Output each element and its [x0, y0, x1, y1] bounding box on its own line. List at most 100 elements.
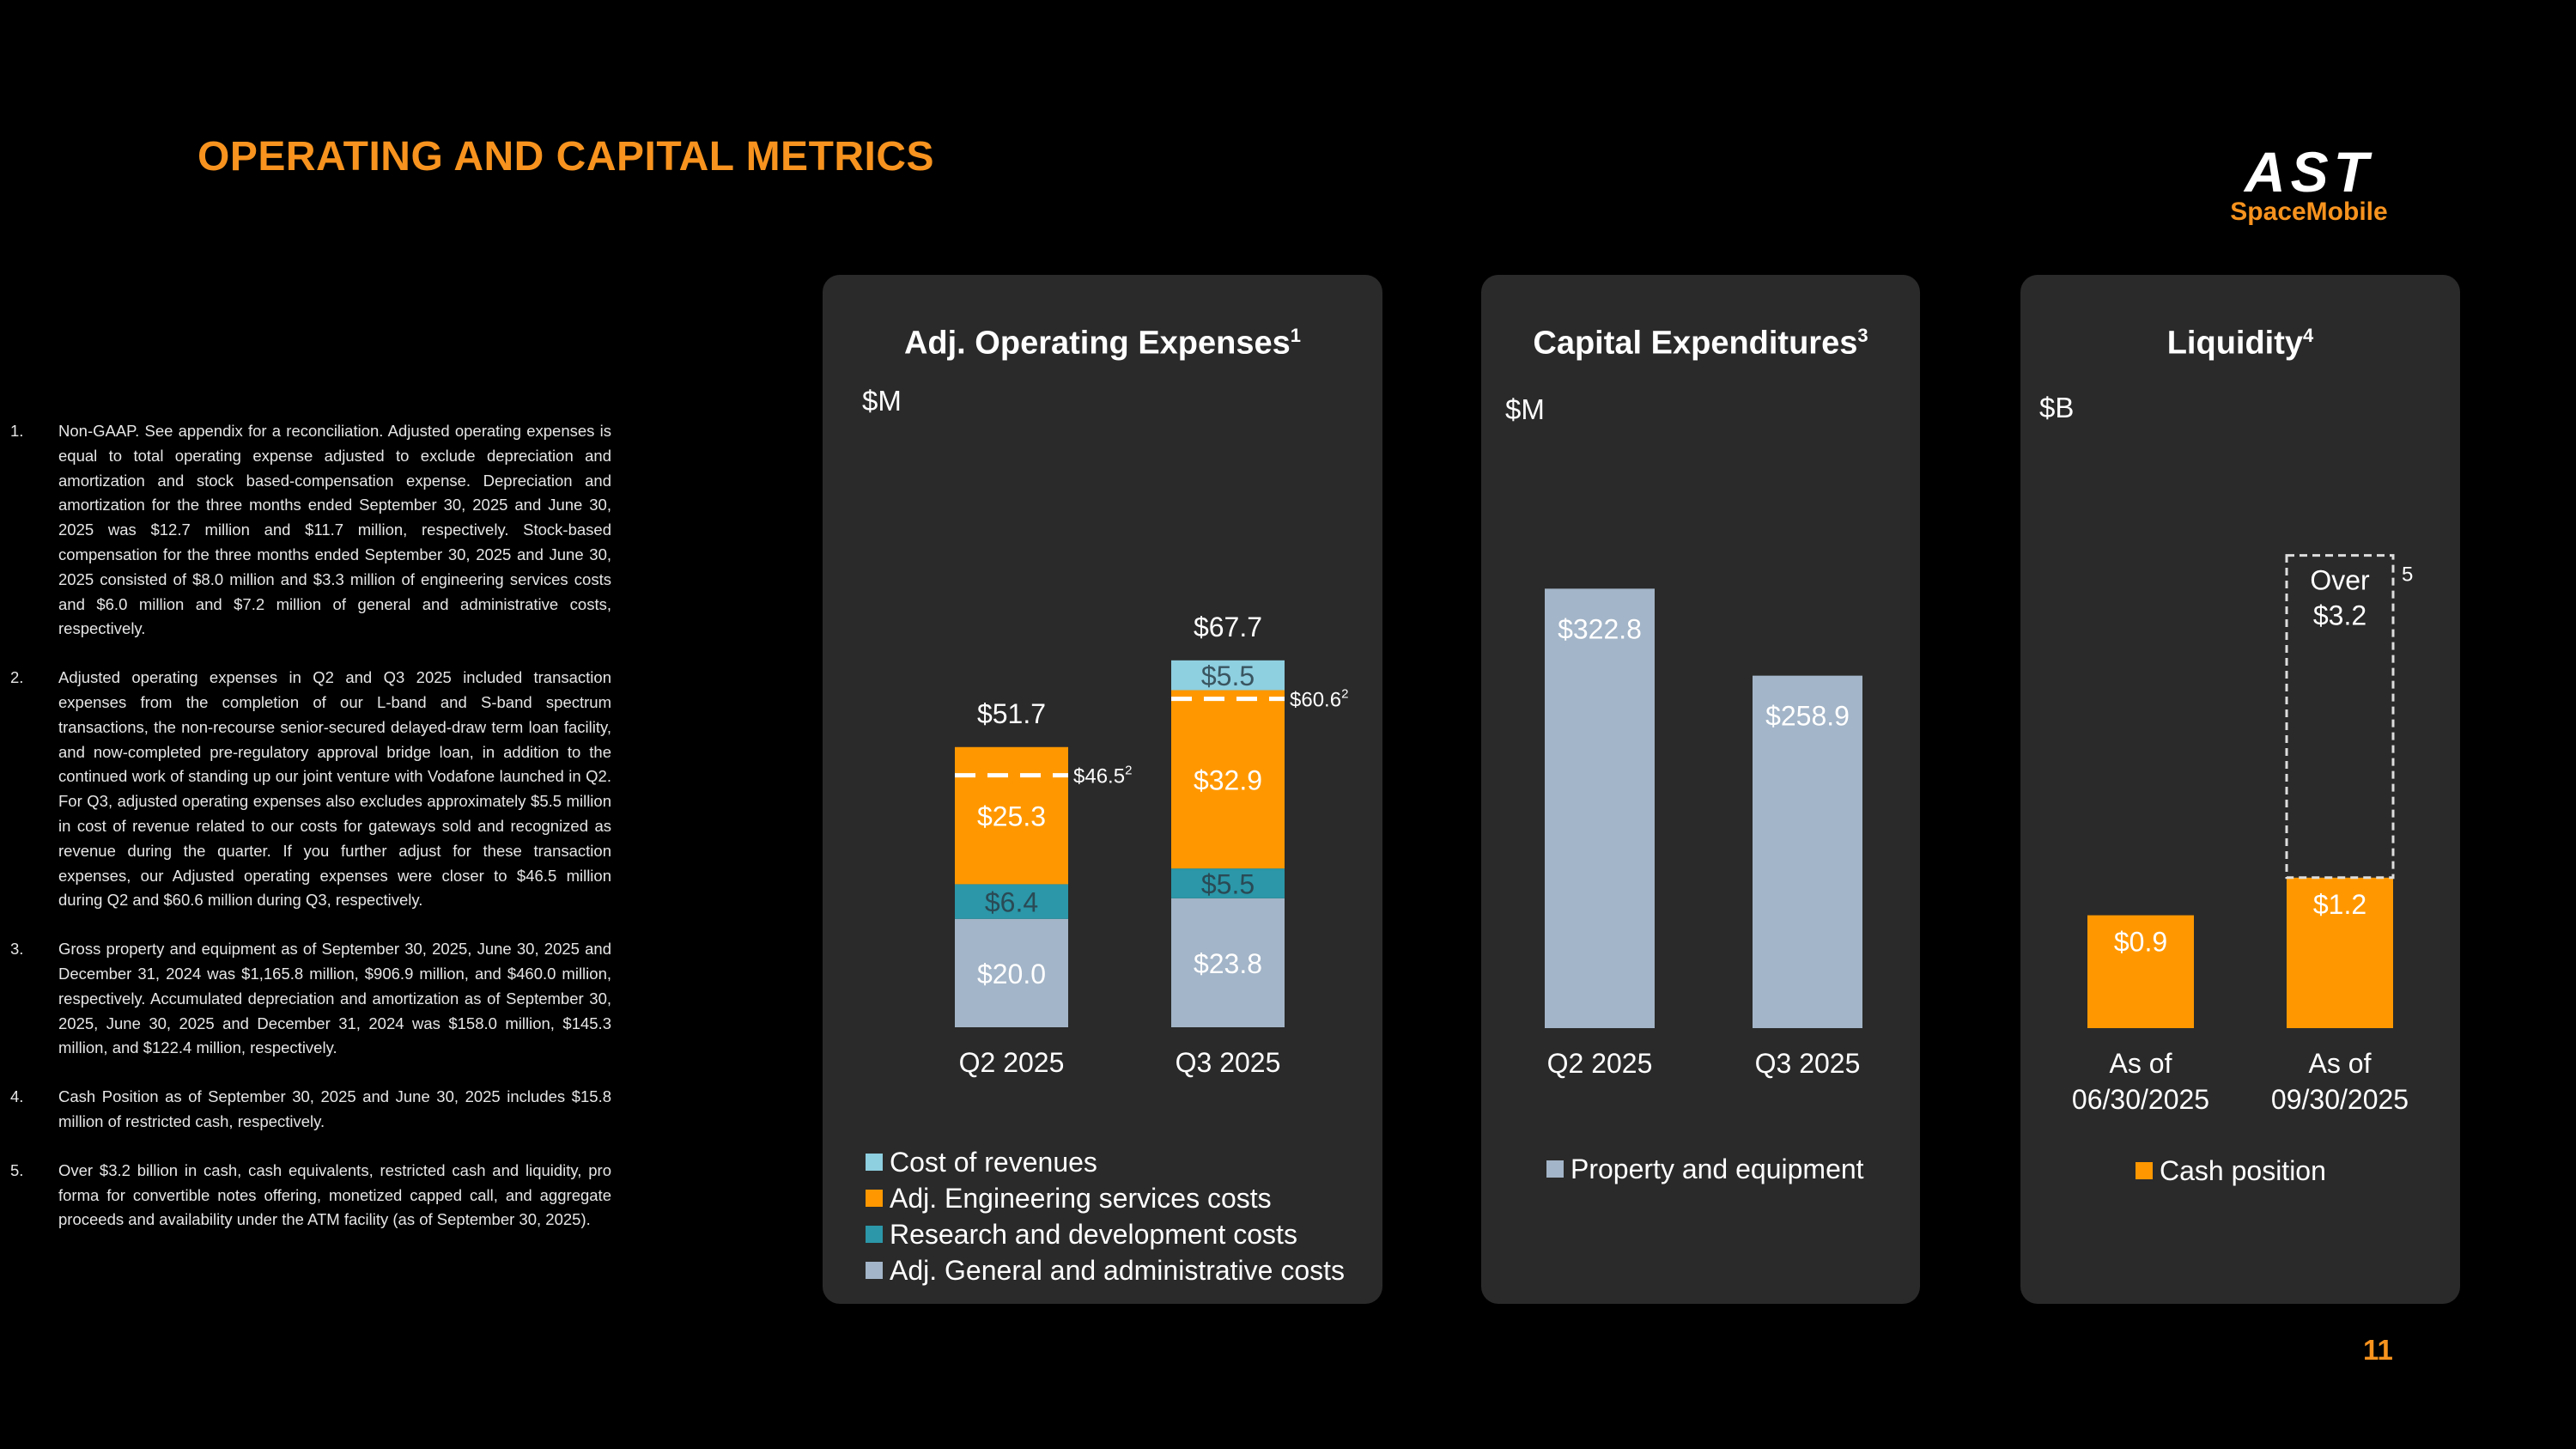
bar-general-admin [955, 918, 1068, 1027]
adjusted-marker-footnote: 2 [1341, 687, 1348, 702]
liquidity-chart: $0.9 As of 06/30/2025 $1.2 As of 09/30/2025 Ov… [2072, 554, 2413, 1115]
legend-item-general-admin: Adj. General and administrative costs [866, 1252, 1345, 1288]
footnote-text: Cash Position as of September 30, 2025 a… [58, 1087, 611, 1130]
legend-swatch [2136, 1162, 2153, 1179]
footnote-number: 5. [10, 1160, 24, 1179]
capex-title-text: Capital Expenditures [1533, 325, 1858, 362]
x-tick-label: Q3 2025 [1176, 1047, 1281, 1078]
opex-panel: Adj. Operating Expenses1 $M $20.0 $6.4 $25… [823, 275, 1382, 1304]
bar-general-admin [1171, 898, 1285, 1027]
opex-chart: $20.0 $6.4 $25.3 $51.7 $46.52 Q2 2025 $23.8 $5.… [955, 612, 1348, 1078]
x-tick-label: As of [2110, 1048, 2172, 1079]
legend-label: Property and equipment [1571, 1154, 1864, 1184]
logo-subtitle: SpaceMobile [2230, 198, 2388, 226]
legend-label: Cost of revenues [890, 1147, 1097, 1178]
page-title: OPERATING AND CAPITAL METRICS [197, 134, 935, 180]
bar-cost-of-revenues-label: $5.5 [1201, 661, 1255, 691]
pro-forma-label: Over [2310, 565, 2370, 596]
x-tick-label: Q2 2025 [1547, 1048, 1653, 1079]
bar-research-label: $6.4 [985, 887, 1038, 918]
legend-swatch [866, 1190, 883, 1207]
adjusted-marker-footnote: 2 [1125, 764, 1132, 778]
liquidity-title-footnote: 4 [2303, 325, 2314, 346]
footnote-number: 2. [10, 668, 24, 687]
capex-chart: $322.8 Q2 2025 $258.9 Q3 2025 [1545, 588, 1862, 1079]
opex-unit: $M [862, 385, 902, 417]
pro-forma-footnote: 5 [2402, 563, 2413, 587]
legend-swatch [1546, 1160, 1564, 1178]
x-tick-label: Q2 2025 [959, 1047, 1065, 1078]
adjusted-marker-label: $60.62 [1290, 687, 1348, 712]
adjusted-marker-label: $46.52 [1073, 764, 1132, 788]
company-logo: AST SpaceMobile [2219, 140, 2399, 227]
bar-general-admin-label: $20.0 [977, 959, 1046, 989]
capex-title: Capital Expenditures3 [1481, 325, 1920, 362]
opex-legend: Cost of revenues Adj. Engineering servic… [866, 1144, 1345, 1288]
page-number: 11 [2363, 1334, 2393, 1366]
footnote-item: 4. Cash Position as of September 30, 202… [10, 1085, 611, 1135]
bar-property-label: $322.8 [1558, 613, 1642, 644]
bar-research [1171, 868, 1285, 898]
opex-title-text: Adj. Operating Expenses [903, 325, 1291, 362]
bar-research-label: $5.5 [1201, 868, 1255, 899]
opex-title: Adj. Operating Expenses1 [823, 325, 1382, 362]
legend-label: Adj. Engineering services costs [890, 1183, 1272, 1214]
legend-swatch [866, 1262, 883, 1279]
legend-item-cost-of-revenues: Cost of revenues [866, 1144, 1345, 1180]
footnote-item: 3. Gross property and equipment as of Se… [10, 937, 611, 1061]
logo-wordmark: AST [2245, 140, 2373, 204]
total-label: $51.7 [977, 698, 1046, 729]
liquidity-title: Liquidity4 [2020, 325, 2460, 362]
pro-forma-value: $3.2 [2313, 600, 2366, 631]
footnotes: 1. Non-GAAP. See appendix for a reconcil… [10, 419, 611, 1257]
bar-property [1545, 588, 1655, 1028]
footnote-item: 5. Over $3.2 billion in cash, cash equiv… [10, 1159, 611, 1233]
x-tick-label: 06/30/2025 [2072, 1084, 2209, 1115]
bar-engineering [1171, 690, 1285, 869]
bar-engineering-label: $32.9 [1194, 764, 1262, 795]
pro-forma-box [2285, 554, 2395, 880]
x-tick-label: Q3 2025 [1755, 1048, 1861, 1079]
legend-swatch [866, 1154, 883, 1171]
legend-item-cash: Cash position [2136, 1153, 2326, 1189]
capex-unit: $M [1505, 393, 1545, 425]
legend-label: Adj. General and administrative costs [890, 1255, 1346, 1286]
footnote-number: 1. [10, 422, 24, 440]
bar-property [1753, 675, 1862, 1028]
legend-item-engineering: Adj. Engineering services costs [866, 1180, 1345, 1216]
legend-label: Research and development costs [890, 1219, 1297, 1250]
footnote-text: Non-GAAP. See appendix for a reconciliat… [58, 422, 611, 638]
footnote-text: Gross property and equipment as of Septe… [58, 940, 611, 1057]
legend-label: Cash position [2160, 1155, 2326, 1186]
bar-general-admin-label: $23.8 [1194, 948, 1262, 979]
total-label: $67.7 [1194, 612, 1262, 642]
capex-panel: Capital Expenditures3 $M $322.8 Q2 2025 $2… [1481, 275, 1920, 1304]
footnote-text: Adjusted operating expenses in Q2 and Q3… [58, 668, 611, 910]
footnote-text: Over $3.2 billion in cash, cash equivale… [58, 1160, 611, 1229]
bar-cash [2287, 877, 2393, 1028]
liquidity-title-text: Liquidity [2166, 325, 2304, 362]
x-tick-label: As of [2309, 1048, 2372, 1079]
legend-item-property: Property and equipment [1546, 1151, 1864, 1187]
legend-swatch [866, 1226, 883, 1243]
bar-cash-label: $1.2 [2313, 889, 2366, 920]
bar-cash [2087, 915, 2194, 1028]
bar-property-label: $258.9 [1765, 701, 1850, 732]
footnote-number: 3. [10, 940, 24, 959]
footnote-item: 1. Non-GAAP. See appendix for a reconcil… [10, 419, 611, 642]
capex-legend: Property and equipment [1546, 1151, 1864, 1187]
opex-title-footnote: 1 [1290, 325, 1302, 346]
capex-title-footnote: 3 [1857, 325, 1868, 346]
bar-engineering-label: $25.3 [977, 801, 1046, 832]
legend-item-research: Research and development costs [866, 1216, 1345, 1252]
liquidity-unit: $B [2039, 392, 2075, 423]
liquidity-panel: Liquidity4 $B $0.9 As of 06/30/2025 $1.2 As … [2020, 275, 2460, 1304]
footnote-item: 2. Adjusted operating expenses in Q2 and… [10, 666, 611, 913]
bar-cost-of-revenues [1171, 660, 1285, 691]
bar-engineering [955, 746, 1068, 885]
liquidity-legend: Cash position [2136, 1153, 2326, 1189]
bar-cash-label: $0.9 [2114, 927, 2167, 958]
x-tick-label: 09/30/2025 [2271, 1084, 2409, 1115]
footnote-number: 4. [10, 1087, 24, 1106]
bar-research [955, 884, 1068, 919]
